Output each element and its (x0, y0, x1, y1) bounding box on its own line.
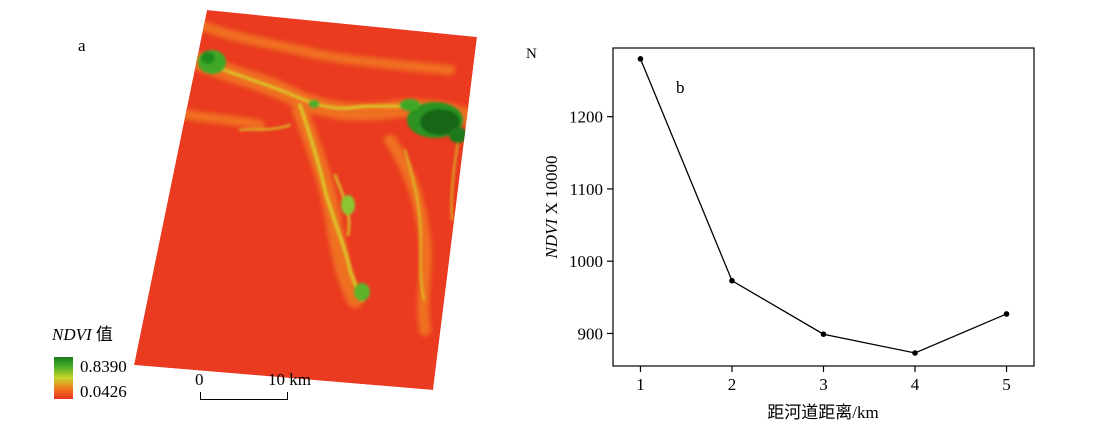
x-tick-label: 4 (911, 375, 920, 394)
panel-label-b: b (676, 78, 685, 97)
data-point (637, 56, 644, 62)
y-axis-label-suffix: X 10000 (542, 156, 561, 219)
series-line (639, 58, 1007, 354)
data-points (637, 56, 1010, 356)
panel-label-a: a (78, 36, 86, 55)
ndvi-raster-map (134, 10, 477, 390)
y-axis-label: NDVI X 10000 (542, 156, 561, 260)
x-tick-label: 5 (1002, 375, 1011, 394)
x-axis: 1 2 3 4 5 (636, 366, 1011, 394)
scale-bar-start-label: 0 (195, 370, 204, 389)
y-tick-label: 900 (578, 324, 604, 343)
x-axis-label: 距河道距离/km (767, 403, 878, 422)
legend-min-value: 0.0426 (80, 382, 127, 401)
scale-bar-end-label: 10 km (268, 370, 311, 389)
data-point (820, 331, 827, 338)
y-tick-label: 1200 (569, 108, 603, 127)
y-axis-label-ndvi: NDVI (542, 217, 561, 259)
legend-title-ndvi: NDVI (52, 325, 92, 344)
legend-color-ramp (54, 357, 73, 399)
y-tick-label: 1000 (569, 252, 603, 271)
legend-max-value: 0.8390 (80, 357, 127, 376)
data-point (729, 277, 735, 284)
legend-title: NDVI 值 (52, 320, 113, 345)
scale-bar (200, 392, 288, 400)
data-point (1003, 311, 1010, 317)
x-tick-label: 3 (819, 375, 828, 394)
ndvi-map-panel: a (0, 0, 537, 448)
legend-title-suffix: 值 (91, 325, 113, 344)
y-axis: 900 1000 1100 1200 (569, 108, 613, 343)
x-tick-label: 1 (636, 375, 645, 394)
x-tick-label: 2 (728, 375, 737, 394)
y-tick-label: 1100 (570, 180, 603, 199)
north-label: N (526, 46, 537, 62)
data-point (912, 350, 918, 356)
ndvi-distance-line-chart: b 900 1000 1100 1200 1 2 3 4 5 距河道距离/km NDVI X … (542, 47, 1035, 422)
